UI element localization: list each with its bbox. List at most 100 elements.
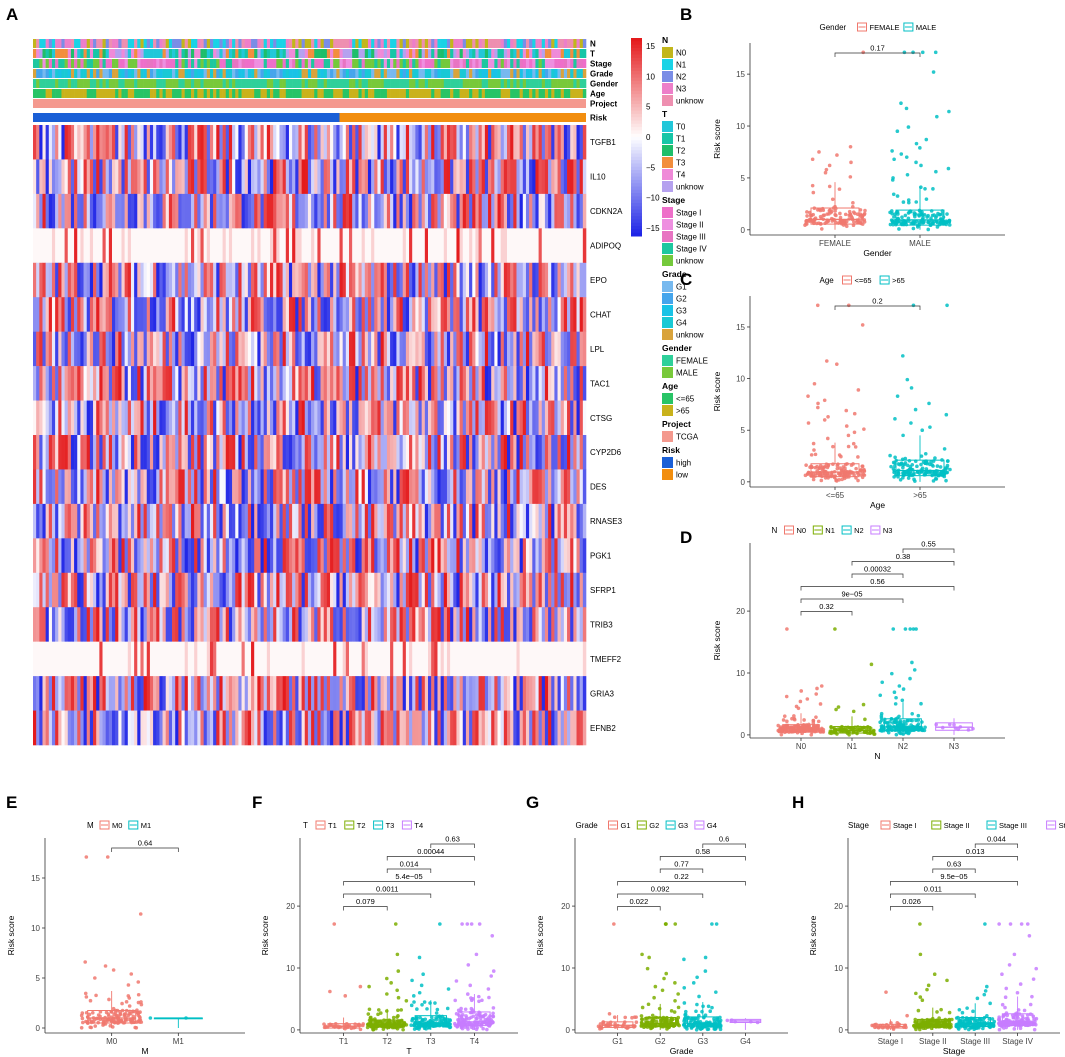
heatmap-cell [64,607,69,642]
heatmap-cell [358,607,362,642]
annotation-cell [326,79,331,88]
annotation-cell [266,39,271,48]
heatmap-cell [48,331,53,367]
annotation-cell [96,89,100,98]
heatmap-cell [503,159,508,195]
heatmap-cell [374,159,378,195]
annotation-cell [288,69,293,78]
legend-swatch [662,255,673,266]
heatmap-cell [374,262,378,298]
heatmap-cell [507,228,511,264]
heatmap-cell [390,262,394,298]
heatmap-cell [105,607,110,642]
annotation-cell [225,49,230,58]
heatmap-cell [197,435,201,470]
heatmap-cell [80,297,84,332]
data-point [805,218,809,223]
colorbar-swatch [631,100,642,105]
heatmap-cell [434,400,438,436]
legend-item-label: G1 [676,283,687,292]
heatmap-cell [453,366,457,401]
heatmap-cell [244,331,249,367]
heatmap-cell [70,331,75,367]
annotation-cell [153,79,157,88]
data-point [895,194,900,198]
annotation-cell [168,69,173,78]
annotation-cell [99,69,103,78]
heatmap-cell [203,710,208,746]
heatmap-cell [168,331,173,367]
heatmap-cell [206,503,211,539]
heatmap-cell [390,607,394,642]
heatmap-cell [459,469,464,505]
heatmap-cell [225,262,230,298]
heatmap-cell [178,469,182,505]
heatmap-cell [390,228,394,264]
heatmap-cell [61,710,65,746]
colorbar-tick-label: 10 [646,72,655,81]
heatmap-cell [481,297,486,332]
heatmap-cell [314,710,318,746]
annotation-cell [345,59,350,68]
annotation-cell [320,59,325,68]
heatmap-cell [418,469,422,505]
heatmap-cell [235,262,239,298]
heatmap-cell [544,193,549,229]
annotation-cell [522,49,527,58]
heatmap-cell [314,641,318,677]
heatmap-cell [257,366,261,401]
annotation-cell [424,69,429,78]
annotation-cell [446,49,451,58]
heatmap-cell [541,400,546,436]
heatmap-cell [86,331,91,367]
heatmap-cell [374,435,378,470]
annotation-cell [374,59,378,68]
heatmap-cell [241,400,246,436]
data-point [809,453,814,457]
heatmap-cell [178,503,182,539]
heatmap-cell [440,400,445,436]
heatmap-cell [361,435,366,470]
heatmap-cell [488,400,492,436]
heatmap-cell [219,193,223,229]
heatmap-cell [538,435,543,470]
heatmap-cell [175,469,179,505]
heatmap-cell [153,193,157,229]
heatmap-cell [162,228,167,264]
heatmap-cell [554,572,558,608]
heatmap-cell [516,400,520,436]
heatmap-cell [377,641,381,677]
annotation-cell [191,49,195,58]
heatmap-cell [582,641,587,677]
heatmap-cell [279,469,283,505]
plot-legend-title: Age [820,276,835,285]
annotation-cell [213,39,217,48]
heatmap-cell [45,125,50,160]
heatmap-cell [428,193,432,229]
heatmap-cell [137,366,141,401]
heatmap-cell [453,331,457,367]
heatmap-cell [440,676,445,711]
annotation-cell [459,49,464,58]
heatmap-cell [181,503,185,539]
heatmap-cell [93,297,97,332]
heatmap-cell [491,297,495,332]
heatmap-cell [428,503,432,539]
annotation-cell [541,79,546,88]
gene-label: RNASE3 [590,517,623,526]
heatmap-cell [232,159,236,195]
heatmap-cell [55,710,59,746]
annotation-cell [178,79,182,88]
heatmap-cell [191,435,195,470]
heatmap-cell [112,676,116,711]
annotation-cell [402,69,407,78]
heatmap-cell [292,572,296,608]
annotation-cell [532,59,536,68]
heatmap-cell [219,125,223,160]
heatmap-cell [358,469,362,505]
heatmap-cell [367,262,372,298]
heatmap-cell [472,641,476,677]
heatmap-cell [525,262,530,298]
heatmap-cell [200,710,204,746]
heatmap-cell [352,193,356,229]
